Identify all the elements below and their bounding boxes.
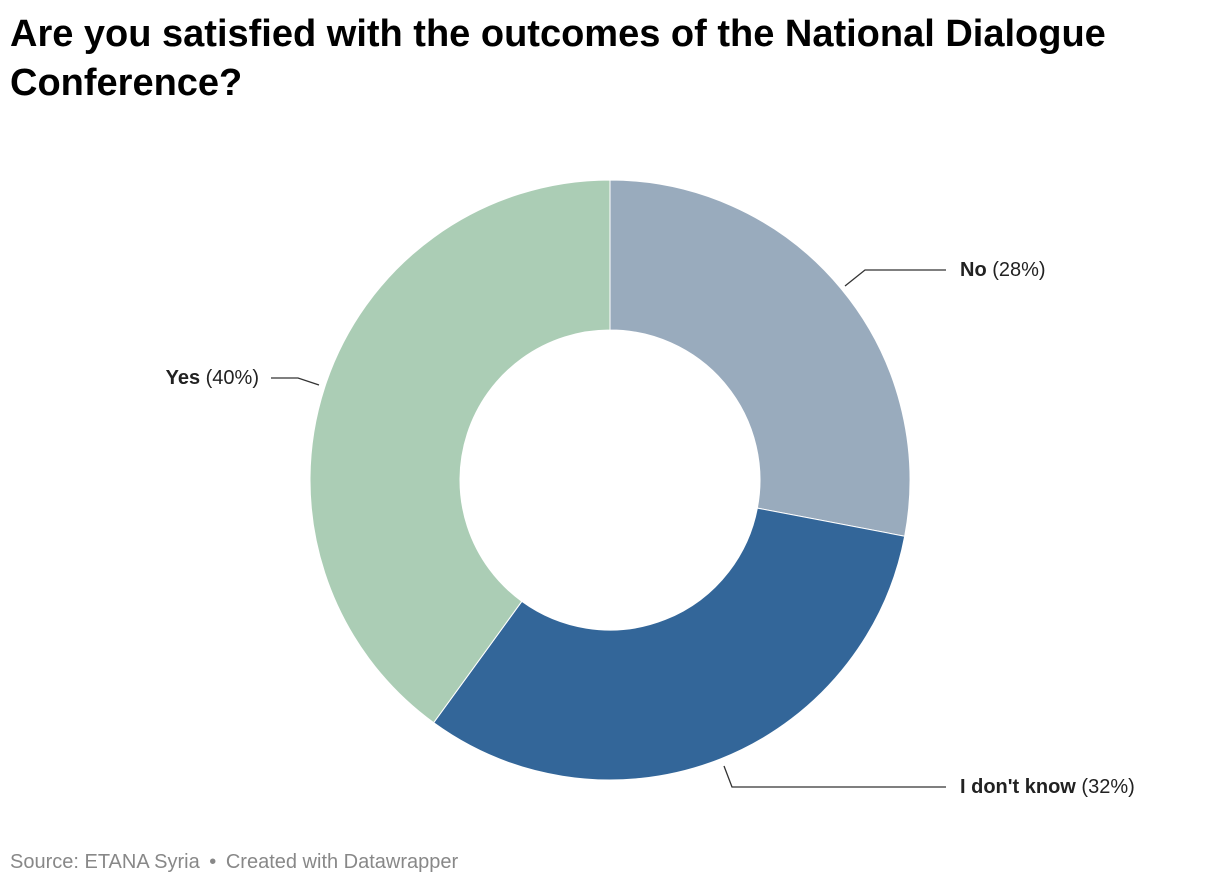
slice-label-no: No (28%) <box>960 259 1046 281</box>
slice-label-yes: Yes (40%) <box>166 367 259 389</box>
slice-label-name: I don't know <box>960 776 1076 798</box>
leader-line-i-don-t-know <box>723 765 946 788</box>
chart-title: Are you satisfied with the outcomes of t… <box>10 13 1106 104</box>
source-note: Source: ETANA Syria <box>10 851 200 873</box>
leader-line-yes <box>271 377 320 386</box>
donut-slice-i-don-t-know <box>432 507 906 781</box>
slice-label-percent: (40%) <box>200 367 259 389</box>
leader-line-no <box>844 269 946 287</box>
chart-footer: Source: ETANA Syria • Created with Dataw… <box>10 850 458 874</box>
donut-slice-no <box>609 179 911 537</box>
slice-label-percent: (28%) <box>987 259 1046 281</box>
slice-label-i-don-t-know: I don't know (32%) <box>960 776 1135 798</box>
slice-label-percent: (32%) <box>1076 776 1135 798</box>
footer-separator: • <box>209 851 217 873</box>
donut-slice-yes <box>309 179 611 724</box>
credit-note: Created with Datawrapper <box>225 851 459 873</box>
slice-label-name: No <box>960 259 987 281</box>
slice-label-name: Yes <box>166 367 200 389</box>
